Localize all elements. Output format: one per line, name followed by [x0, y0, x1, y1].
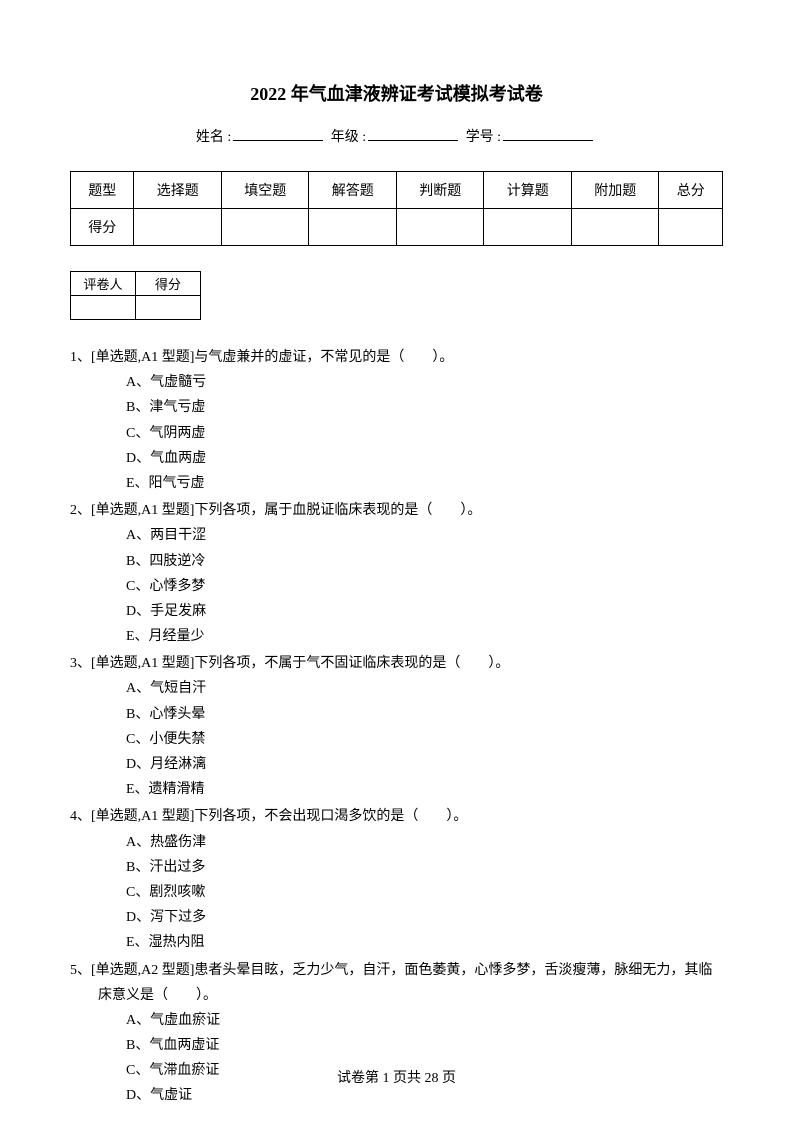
grader-cell[interactable] — [71, 296, 136, 320]
q3-option-d: D、月经淋漓 — [126, 752, 723, 777]
q3-option-c: C、小便失禁 — [126, 727, 723, 752]
header-choice: 选择题 — [134, 172, 222, 209]
student-info-line: 姓名 : 年级 : 学号 : — [70, 126, 723, 146]
q3-option-b: B、心悸头晕 — [126, 702, 723, 727]
grade-label: 年级 : — [331, 130, 366, 145]
q4-option-a: A、热盛伤津 — [126, 830, 723, 855]
q5-option-b: B、气血两虚证 — [126, 1033, 723, 1058]
question-4: 4、[单选题,A1 型题]下列各项，不会出现口渴多饮的是（ ）。 A、热盛伤津 … — [70, 804, 723, 955]
q4-stem: [单选题,A1 型题]下列各项，不会出现口渴多饮的是（ ）。 — [91, 809, 467, 824]
q1-option-b: B、津气亏虚 — [126, 395, 723, 420]
number-label: 学号 : — [466, 130, 501, 145]
score-cell[interactable] — [134, 209, 222, 246]
q2-stem: [单选题,A1 型题]下列各项，属于血脱证临床表现的是（ ）。 — [91, 503, 481, 518]
header-type: 题型 — [71, 172, 134, 209]
grader-score-label: 得分 — [136, 272, 201, 296]
score-value-row: 得分 — [71, 209, 723, 246]
q1-stem: [单选题,A1 型题]与气虚兼并的虚证，不常见的是（ ）。 — [91, 350, 453, 365]
header-answer: 解答题 — [309, 172, 397, 209]
q2-option-b: B、四肢逆冷 — [126, 549, 723, 574]
header-extra: 附加题 — [571, 172, 659, 209]
score-cell[interactable] — [396, 209, 484, 246]
question-1: 1、[单选题,A1 型题]与气虚兼并的虚证，不常见的是（ ）。 A、气虚髓亏 B… — [70, 345, 723, 496]
name-label: 姓名 : — [196, 130, 231, 145]
q1-option-c: C、气阴两虚 — [126, 421, 723, 446]
grader-score-cell[interactable] — [136, 296, 201, 320]
questions-block: 1、[单选题,A1 型题]与气虚兼并的虚证，不常见的是（ ）。 A、气虚髓亏 B… — [70, 345, 723, 1109]
q5-option-d: D、气虚证 — [126, 1083, 723, 1108]
q4-option-e: E、湿热内阻 — [126, 930, 723, 955]
question-2: 2、[单选题,A1 型题]下列各项，属于血脱证临床表现的是（ ）。 A、两目干涩… — [70, 498, 723, 649]
q4-option-d: D、泻下过多 — [126, 905, 723, 930]
q2-num: 2、 — [70, 503, 91, 518]
footer-prefix: 试卷第 — [337, 1071, 383, 1086]
grader-table: 评卷人 得分 — [70, 271, 201, 320]
header-total: 总分 — [659, 172, 723, 209]
q5-option-a: A、气虚血瘀证 — [126, 1008, 723, 1033]
q3-num: 3、 — [70, 656, 91, 671]
number-blank[interactable] — [503, 140, 593, 141]
score-cell[interactable] — [571, 209, 659, 246]
grade-blank[interactable] — [368, 140, 458, 141]
q3-option-a: A、气短自汗 — [126, 676, 723, 701]
q4-option-b: B、汗出过多 — [126, 855, 723, 880]
score-cell[interactable] — [659, 209, 723, 246]
q5-stem: [单选题,A2 型题]患者头晕目眩，乏力少气，自汗，面色萎黄，心悸多梦，舌淡瘦薄… — [91, 963, 712, 978]
header-fill: 填空题 — [221, 172, 309, 209]
q2-option-c: C、心悸多梦 — [126, 574, 723, 599]
score-cell[interactable] — [484, 209, 572, 246]
score-header-row: 题型 选择题 填空题 解答题 判断题 计算题 附加题 总分 — [71, 172, 723, 209]
q1-num: 1、 — [70, 350, 91, 365]
grader-label: 评卷人 — [71, 272, 136, 296]
q5-num: 5、 — [70, 963, 91, 978]
header-calc: 计算题 — [484, 172, 572, 209]
page-footer: 试卷第 1 页共 28 页 — [0, 1067, 793, 1087]
q5-stem-continuation: 床意义是（ ）。 — [70, 983, 723, 1008]
q3-option-e: E、遗精滑精 — [126, 777, 723, 802]
q4-option-c: C、剧烈咳嗽 — [126, 880, 723, 905]
score-table: 题型 选择题 填空题 解答题 判断题 计算题 附加题 总分 得分 — [70, 171, 723, 246]
q1-option-e: E、阳气亏虚 — [126, 471, 723, 496]
score-cell[interactable] — [221, 209, 309, 246]
header-judge: 判断题 — [396, 172, 484, 209]
score-cell[interactable] — [309, 209, 397, 246]
footer-page: 1 — [383, 1071, 390, 1086]
name-blank[interactable] — [233, 140, 323, 141]
q2-option-d: D、手足发麻 — [126, 599, 723, 624]
q4-num: 4、 — [70, 809, 91, 824]
question-3: 3、[单选题,A1 型题]下列各项，不属于气不固证临床表现的是（ ）。 A、气短… — [70, 651, 723, 802]
q1-option-d: D、气血两虚 — [126, 446, 723, 471]
row-label: 得分 — [71, 209, 134, 246]
q1-option-a: A、气虚髓亏 — [126, 370, 723, 395]
exam-title: 2022 年气血津液辨证考试模拟考试卷 — [70, 80, 723, 106]
footer-suffix: 页 — [439, 1071, 457, 1086]
q2-option-e: E、月经量少 — [126, 624, 723, 649]
q3-stem: [单选题,A1 型题]下列各项，不属于气不固证临床表现的是（ ）。 — [91, 656, 509, 671]
q2-option-a: A、两目干涩 — [126, 523, 723, 548]
footer-mid: 页共 — [390, 1071, 425, 1086]
footer-total: 28 — [425, 1071, 439, 1086]
